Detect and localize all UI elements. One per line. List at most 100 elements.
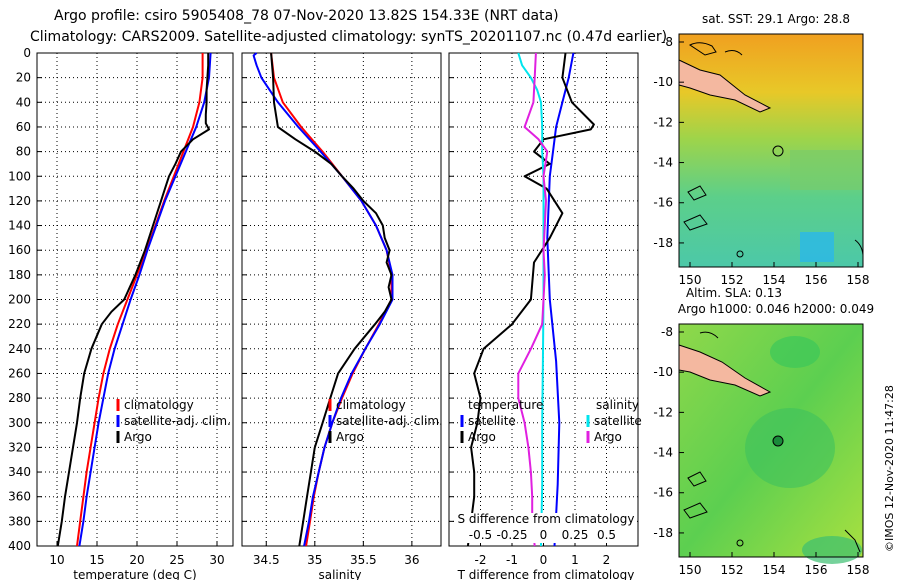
series-line-argo (56, 53, 210, 547)
top-axis-box (456, 513, 634, 543)
series-line-salinity-argo (517, 52, 549, 547)
x-tick-label: 35.5 (350, 553, 377, 567)
lon-tick-label: 152 (721, 273, 744, 287)
difference-series (466, 52, 595, 547)
x-tick-label: 34.5 (253, 553, 280, 567)
lat-tick-label: -16 (653, 486, 673, 500)
depth-tick-label: 300 (8, 416, 31, 430)
sst-land (678, 59, 772, 113)
difference-grid (449, 52, 638, 547)
depth-tick-label: 0 (23, 46, 31, 60)
temperature-series (56, 52, 212, 547)
lat-tick-label: -8 (661, 35, 673, 49)
x-tick-label: 2 (603, 553, 611, 567)
lon-tick-label: 156 (805, 563, 828, 577)
temperature-grid (37, 52, 233, 547)
s-tick-label: 0.25 (562, 528, 589, 542)
x-tick-label: -2 (475, 553, 487, 567)
legend-salinity-title: salinity (596, 398, 639, 412)
legend-sal-argo-label: Argo (594, 430, 622, 444)
salinity-legend: climatology satellite-adj. clim. Argo (328, 398, 443, 444)
series-line-salinity-satellite (517, 52, 545, 547)
lat-tick-label: -12 (653, 405, 673, 419)
lat-tick-label: -10 (653, 75, 673, 89)
sla-reef (687, 471, 707, 487)
lon-tick-label: 154 (763, 273, 786, 287)
salinity-xlabel: salinity (318, 568, 361, 580)
s-tick-label: -0.25 (496, 528, 527, 542)
lon-tick-label: 156 (805, 273, 828, 287)
depth-tick-label: 80 (16, 145, 31, 159)
sla-reef (699, 331, 719, 339)
sla-coast (844, 529, 861, 553)
s-tick-label: 0 (540, 528, 548, 542)
legend-satellite-label: satellite-adj. clim. (336, 414, 443, 428)
temperature-tick-labels: 10 15 20 25 30 (49, 553, 224, 567)
sla-eddy (802, 536, 862, 564)
s-difference-label: S difference from climatology (458, 512, 635, 526)
x-tick-label: 20 (129, 553, 144, 567)
x-tick-label: -1 (506, 553, 518, 567)
title-line-2: Climatology: CARS2009. Satellite-adjuste… (30, 29, 667, 45)
series-line-temperature-satellite (546, 52, 575, 547)
depth-tick-label: 280 (8, 391, 31, 405)
lon-tick-label: 158 (847, 563, 870, 577)
lat-tick-label: -10 (653, 365, 673, 379)
sla-reef (683, 502, 708, 519)
lat-tick-label: -18 (653, 526, 673, 540)
depth-tick-label: 180 (8, 268, 31, 282)
sla-argo-location (772, 435, 784, 447)
sla-islet (736, 539, 744, 547)
depth-tick-label: 40 (16, 95, 31, 109)
x-tick-label: 10 (49, 553, 64, 567)
sst-reef (689, 42, 717, 56)
lat-tick-label: -12 (653, 115, 673, 129)
lat-tick-label: -14 (653, 156, 673, 170)
lon-tick-label: 154 (763, 563, 786, 577)
sst-islet (736, 250, 744, 258)
sst-reef (687, 185, 707, 201)
sst-map-title: sat. SST: 29.1 Argo: 28.8 (702, 12, 850, 26)
temperature-axes-frame (36, 52, 234, 547)
depth-tick-label: 120 (8, 194, 31, 208)
difference-tick-labels: -2 -1 0 1 2 (475, 553, 611, 567)
x-tick-label: 15 (89, 553, 104, 567)
x-tick-label: 25 (169, 553, 184, 567)
s-tick-label: 0.5 (597, 528, 616, 542)
legend-argo-label: Argo (336, 430, 364, 444)
lon-tick-label: 150 (679, 563, 702, 577)
sst-lat-ticks: -8 -10 -12 -14 -16 -18 (653, 35, 684, 250)
depth-tick-label: 260 (8, 366, 31, 380)
s-tick-label: -0.5 (469, 528, 492, 542)
sst-reef (724, 50, 743, 56)
s-difference-tick-labels: -0.5 -0.25 0 0.25 0.5 (469, 528, 616, 542)
legend-temp-argo-label: Argo (468, 430, 496, 444)
lat-tick-label: -16 (653, 196, 673, 210)
credit-stamp: ©IMOS 12-Nov-2020 11:47:28 (883, 385, 896, 552)
lon-tick-label: 152 (721, 563, 744, 577)
legend-climatology-label: climatology (336, 398, 406, 412)
sst-patch (790, 150, 863, 190)
difference-xlabel: T difference from climatology (457, 568, 635, 580)
depth-tick-label: 100 (8, 169, 31, 183)
depth-tick-label: 200 (8, 293, 31, 307)
sla-eddy (770, 336, 820, 368)
x-tick-label: 35 (307, 553, 322, 567)
depth-tick-label: 60 (16, 120, 31, 134)
sla-lat-ticks: -8 -10 -12 -14 -16 -18 (653, 325, 684, 540)
x-tick-label: 1 (571, 553, 579, 567)
depth-tick-label: 360 (8, 490, 31, 504)
salinity-tick-labels: 34.5 35 35.5 36 (253, 553, 420, 567)
sla-map: Altim. SLA: 0.13 Argo h1000: 0.046 h2000… (653, 286, 874, 577)
series-line-climatology (270, 52, 393, 547)
temperature-legend: climatology satellite-adj. clim. Argo (116, 398, 231, 444)
difference-panel: -2 -1 0 1 2 T difference from climatology S … (448, 52, 642, 580)
legend-temp-satellite-label: satellite (468, 414, 516, 428)
depth-tick-label: 320 (8, 440, 31, 454)
sla-land (678, 344, 772, 397)
temperature-xlabel: temperature (deg C) (73, 568, 196, 580)
sst-cool-patch (800, 232, 834, 262)
series-line-argo (270, 52, 393, 547)
salinity-axes-frame (241, 52, 442, 547)
